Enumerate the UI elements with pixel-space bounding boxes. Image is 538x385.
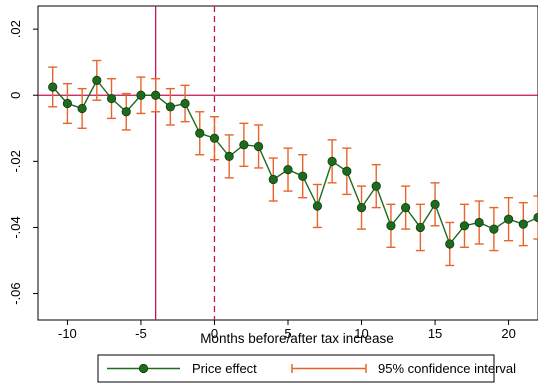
x-axis-title: Months before/after tax increase bbox=[200, 331, 394, 346]
price-effect-point bbox=[445, 239, 455, 249]
price-effect-point bbox=[151, 90, 161, 100]
x-tick-label: 5 bbox=[284, 326, 291, 341]
price-effect-point bbox=[121, 107, 131, 117]
x-tick-label: 15 bbox=[428, 326, 442, 341]
price-effect-point bbox=[386, 221, 396, 231]
price-effect-point bbox=[239, 140, 249, 150]
price-effect-point bbox=[62, 98, 73, 109]
legend-label-price-effect: Price effect bbox=[192, 361, 257, 376]
price-effect-point bbox=[268, 174, 278, 185]
x-axis: -10 -5 0 5 10 15 20 bbox=[58, 320, 516, 341]
price-effect-point bbox=[180, 98, 190, 109]
price-effect-point bbox=[165, 102, 175, 112]
price-effect-point bbox=[459, 221, 470, 231]
price-effect-point bbox=[327, 156, 337, 166]
price-effect-point bbox=[430, 199, 440, 209]
price-effect-point bbox=[136, 90, 146, 100]
price-effect-point bbox=[401, 203, 411, 213]
y-tick-label: -.06 bbox=[8, 282, 23, 304]
price-effect-point bbox=[356, 203, 367, 213]
price-effect-point bbox=[474, 217, 484, 228]
price-effect-point bbox=[77, 103, 87, 114]
x-tick-label: -5 bbox=[135, 326, 147, 341]
price-effect-line bbox=[52, 79, 538, 246]
price-effect-point bbox=[283, 165, 293, 175]
price-effect-point bbox=[312, 201, 323, 211]
price-effect-point bbox=[92, 75, 102, 85]
legend: Price effect 95% confidence interval bbox=[97, 354, 516, 383]
price-effect-point bbox=[106, 93, 117, 104]
x-tick-label: 0 bbox=[211, 326, 218, 341]
y-tick-label: -.04 bbox=[8, 216, 23, 238]
y-tick-label: .02 bbox=[8, 20, 23, 38]
price-effect-point bbox=[298, 171, 308, 181]
reference-lines bbox=[38, 6, 538, 320]
price-effect-point bbox=[503, 214, 514, 224]
price-effect-point bbox=[518, 219, 528, 229]
x-tick-label: 20 bbox=[501, 326, 515, 341]
price-effect-point bbox=[195, 128, 205, 138]
price-effect-point bbox=[253, 141, 264, 152]
legend-label-ci: 95% confidence interval bbox=[378, 361, 516, 376]
price-effect-point bbox=[209, 133, 220, 143]
y-tick-label: -.02 bbox=[8, 150, 23, 172]
x-tick-label: -10 bbox=[58, 326, 77, 341]
price-effect-series bbox=[48, 75, 538, 249]
price-effect-point bbox=[489, 224, 499, 234]
price-effect-point bbox=[415, 222, 425, 233]
y-tick-label: 0 bbox=[8, 92, 23, 99]
price-effect-point bbox=[342, 166, 352, 176]
legend-swatch-price-effect-marker bbox=[138, 363, 149, 374]
y-axis: .02 0 -.02 -.04 -.06 bbox=[8, 20, 38, 305]
x-tick-label: 10 bbox=[354, 326, 368, 341]
price-effect-point bbox=[224, 151, 234, 161]
price-effect-point bbox=[48, 82, 58, 92]
price-effect-point bbox=[371, 181, 381, 191]
